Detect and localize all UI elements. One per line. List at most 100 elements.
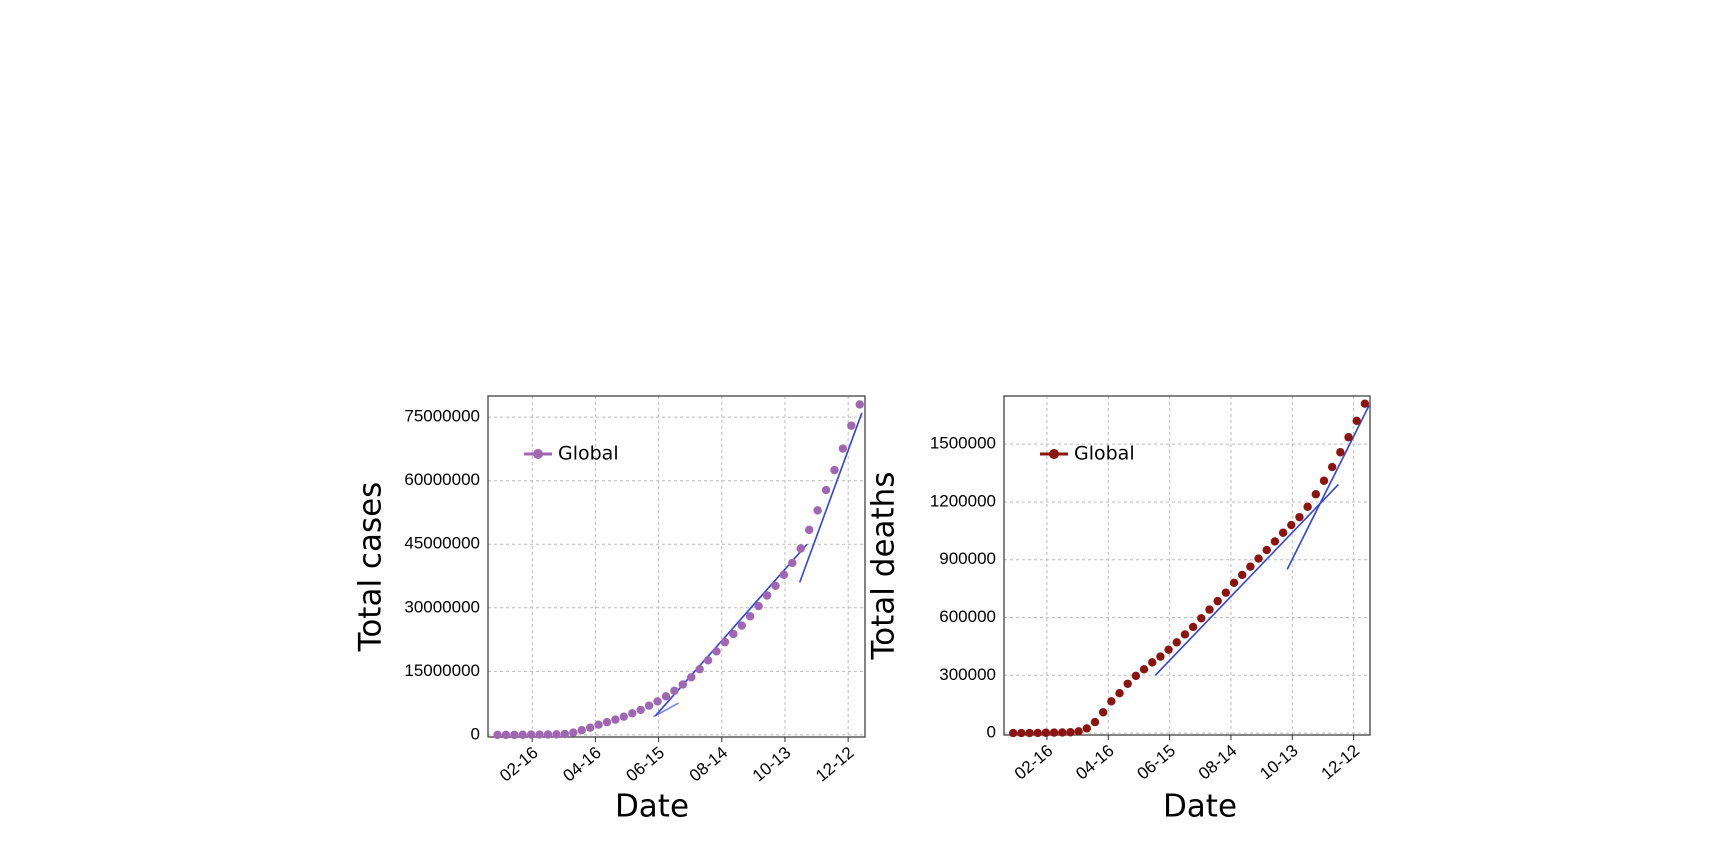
x-tick-label: 06-15: [623, 743, 669, 786]
y-tick-label: 60000000: [404, 470, 480, 489]
plot-frame: [487, 395, 866, 738]
legend-label: Global: [558, 443, 619, 465]
y-tick-label: 45000000: [404, 534, 480, 553]
y-tick-label: 75000000: [404, 407, 480, 426]
x-tick-label: 04-16: [559, 743, 605, 786]
legend-marker: [1049, 449, 1059, 459]
data-point: [1041, 728, 1051, 737]
data-point: [712, 647, 721, 656]
data-point: [1303, 502, 1312, 511]
data-point: [594, 720, 603, 729]
data-point: [535, 730, 544, 739]
data-point: [855, 400, 864, 409]
y-tick-label: 300000: [939, 665, 996, 684]
data-point: [1278, 528, 1288, 537]
data-point: [585, 723, 595, 732]
data-point: [796, 544, 805, 553]
data-point: [720, 637, 730, 647]
data-point: [611, 715, 620, 724]
data-point: [695, 665, 704, 674]
data-point: [1017, 728, 1026, 738]
x-tick-label: 12-12: [1318, 741, 1364, 784]
x-tick-label: 08-14: [1195, 741, 1241, 784]
y-tick-label: 30000000: [404, 597, 480, 616]
x-tick-label: 12-12: [812, 743, 858, 786]
data-point: [1336, 448, 1345, 457]
data-point: [762, 591, 772, 600]
data-point: [493, 730, 502, 740]
x-tick-label: 02-16: [1011, 741, 1057, 784]
plot-frame: [1003, 395, 1371, 736]
data-point: [1074, 727, 1083, 736]
data-point: [678, 680, 688, 689]
data-point: [636, 705, 645, 715]
data-point: [670, 686, 679, 696]
data-point: [838, 444, 848, 453]
data-point: [1246, 562, 1255, 571]
data-point: [569, 728, 578, 737]
data-point: [501, 730, 511, 740]
x-tick-label: 10-13: [1256, 741, 1302, 784]
y-tick-label: 600000: [939, 607, 996, 626]
data-point: [737, 621, 746, 630]
data-point: [1213, 596, 1222, 606]
data-point: [788, 558, 797, 568]
data-point: [1311, 490, 1321, 499]
data-point: [1254, 554, 1263, 563]
data-point: [1098, 708, 1108, 717]
x-tick-label: 06-15: [1134, 741, 1180, 784]
x-axis-title: Date: [1163, 789, 1237, 825]
data-point: [1049, 728, 1059, 737]
data-point: [1066, 728, 1075, 737]
x-tick-label: 02-16: [496, 743, 542, 786]
trend-line: [798, 412, 863, 583]
data-point: [779, 570, 789, 579]
y-tick-label: 15000000: [404, 661, 480, 680]
data-point: [1270, 537, 1280, 546]
data-point: [746, 612, 755, 621]
data-point: [813, 506, 822, 515]
data-point: [628, 709, 637, 718]
y-tick-label: 0: [471, 724, 480, 743]
y-tick-label: 1200000: [930, 491, 996, 510]
data-point: [543, 730, 553, 739]
data-point: [1033, 728, 1042, 738]
data-point: [526, 730, 536, 739]
data-point: [830, 465, 839, 475]
data-point: [1319, 476, 1329, 485]
data-point: [1197, 614, 1206, 623]
data-point: [703, 656, 713, 665]
y-axis-title: Total deaths: [866, 472, 902, 661]
data-point: [804, 525, 814, 535]
y-tick-label: 0: [987, 723, 996, 742]
data-point: [1164, 645, 1173, 654]
data-point: [1262, 545, 1271, 555]
data-point: [1156, 652, 1165, 661]
data-point: [1123, 679, 1132, 688]
data-point: [1327, 462, 1337, 472]
data-point: [729, 629, 738, 639]
data-point: [518, 730, 527, 739]
data-point: [687, 673, 696, 682]
trend-line: [1154, 484, 1339, 676]
data-point: [577, 726, 586, 735]
x-tick-label: 04-16: [1072, 741, 1118, 784]
x-axis-title: Date: [615, 789, 689, 825]
data-point: [510, 730, 519, 740]
data-point: [1295, 512, 1304, 522]
data-point: [602, 717, 612, 727]
data-point: [1172, 638, 1181, 647]
y-axis-title: Total cases: [353, 482, 389, 653]
chart: 0 15000000 30000000 45000000 60000000 7500000…: [353, 395, 866, 825]
data-point: [1221, 588, 1231, 597]
data-point: [653, 697, 662, 706]
data-point: [1082, 724, 1092, 733]
legend-marker: [533, 449, 543, 459]
y-tick-label: 900000: [939, 549, 996, 568]
data-point: [1360, 399, 1370, 408]
y-tick-label: 1500000: [930, 434, 996, 453]
trend-line: [1286, 405, 1370, 570]
data-point: [644, 701, 654, 710]
data-point: [1131, 671, 1141, 681]
